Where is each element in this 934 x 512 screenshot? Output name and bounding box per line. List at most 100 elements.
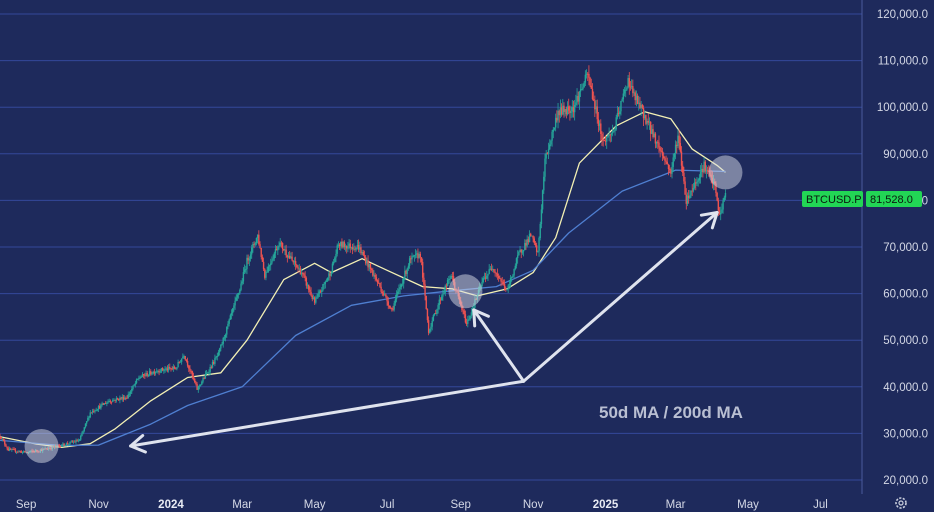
- candle-body: [658, 142, 660, 148]
- candle-body: [184, 356, 186, 360]
- candle-body: [389, 307, 392, 309]
- candle-body: [657, 141, 659, 143]
- candle-body: [309, 289, 311, 292]
- candle-body: [213, 361, 215, 364]
- candle-body: [577, 95, 579, 102]
- time-axis[interactable]: Sep Nov 2024 Mar May Jul Sep Nov 2025 Mar May Jul: [16, 499, 828, 511]
- candle-body: [58, 445, 61, 447]
- candle-body: [349, 243, 351, 249]
- arrow-head: [699, 211, 719, 230]
- candle-body: [611, 131, 614, 134]
- candle-body: [214, 358, 216, 364]
- candle-body: [706, 170, 709, 172]
- candle-body: [110, 401, 113, 403]
- candle-body: [209, 366, 211, 372]
- candle-body: [655, 141, 658, 144]
- candle-body: [363, 255, 366, 258]
- candle-body: [632, 86, 634, 94]
- candlesticks[interactable]: [0, 65, 727, 455]
- candle-body: [392, 309, 394, 311]
- candle-body: [138, 377, 140, 379]
- candle-body: [539, 223, 541, 239]
- candle-body: [158, 370, 160, 373]
- candle-body: [373, 274, 375, 276]
- candle-body: [424, 284, 426, 296]
- candle-body: [332, 261, 335, 264]
- candle-body: [123, 397, 126, 400]
- candle-body: [166, 368, 169, 371]
- candle-body: [608, 134, 610, 136]
- candle-body: [693, 182, 696, 188]
- candle-body: [267, 266, 270, 272]
- candle-body: [432, 315, 435, 321]
- candle-body: [190, 370, 192, 372]
- candle-body: [368, 263, 370, 268]
- candle-body: [607, 135, 609, 138]
- candle-body: [310, 291, 312, 296]
- candle-body: [550, 140, 552, 145]
- candle-body: [151, 373, 153, 375]
- candle-body: [233, 305, 235, 309]
- candle-body: [196, 384, 198, 390]
- candle-body: [248, 258, 251, 261]
- candle-body: [103, 403, 106, 405]
- candle-body: [289, 255, 291, 259]
- candle-body: [254, 243, 256, 245]
- candle-body: [228, 319, 230, 324]
- moving-averages: [0, 111, 726, 449]
- candle-body: [411, 256, 413, 260]
- candle-body: [576, 95, 578, 103]
- candle-body: [622, 93, 625, 100]
- candle-body: [293, 261, 296, 263]
- candle-body: [397, 291, 399, 295]
- candle-body: [208, 371, 210, 373]
- candle-body: [68, 443, 70, 445]
- candle-body: [571, 106, 573, 112]
- candle-body: [546, 153, 549, 154]
- candle-body: [241, 281, 243, 284]
- candle-body: [215, 356, 217, 359]
- candle-body: [11, 449, 13, 450]
- candle-body: [218, 348, 221, 353]
- candle-body: [691, 190, 693, 192]
- candle-body: [280, 242, 283, 244]
- candle-body: [15, 451, 18, 453]
- candle-body: [334, 257, 336, 262]
- candle-body: [413, 255, 416, 257]
- candle-body: [381, 291, 384, 294]
- y-tick-label: 30,000.0: [883, 428, 928, 440]
- candle-body: [179, 361, 182, 363]
- candle-body: [107, 401, 109, 403]
- candle-body: [362, 252, 365, 256]
- price-axis[interactable]: 20,000.0 30,000.0 40,000.0 50,000.0 60,000.0…: [877, 9, 928, 487]
- candle-body: [496, 273, 499, 276]
- candle-body: [223, 337, 226, 339]
- candle-body: [234, 300, 236, 306]
- y-tick-label: 90,000.0: [883, 149, 928, 161]
- candle-body: [220, 344, 222, 349]
- candle-body: [668, 169, 671, 170]
- candle-body: [356, 245, 359, 248]
- candle-body: [633, 92, 635, 94]
- candle-body: [535, 245, 538, 252]
- highlight-circle: [448, 274, 483, 309]
- candle-body: [534, 243, 537, 246]
- candle-body: [226, 326, 228, 335]
- settings-gear-icon[interactable]: [895, 497, 907, 509]
- candle-body: [62, 443, 64, 446]
- candle-body: [568, 106, 570, 111]
- candle-body: [270, 263, 272, 266]
- candle-body: [133, 384, 135, 386]
- candle-body: [236, 294, 239, 298]
- candle-body: [284, 249, 286, 251]
- candle-body: [185, 359, 188, 361]
- candle-body: [304, 275, 306, 279]
- candle-body: [242, 272, 245, 282]
- candle-body: [653, 133, 655, 138]
- candle-body: [169, 366, 171, 369]
- candle-body: [380, 286, 382, 292]
- candle-body: [87, 417, 89, 422]
- candle-body: [303, 273, 305, 276]
- candle-body: [6, 446, 8, 449]
- candle-body: [400, 284, 403, 288]
